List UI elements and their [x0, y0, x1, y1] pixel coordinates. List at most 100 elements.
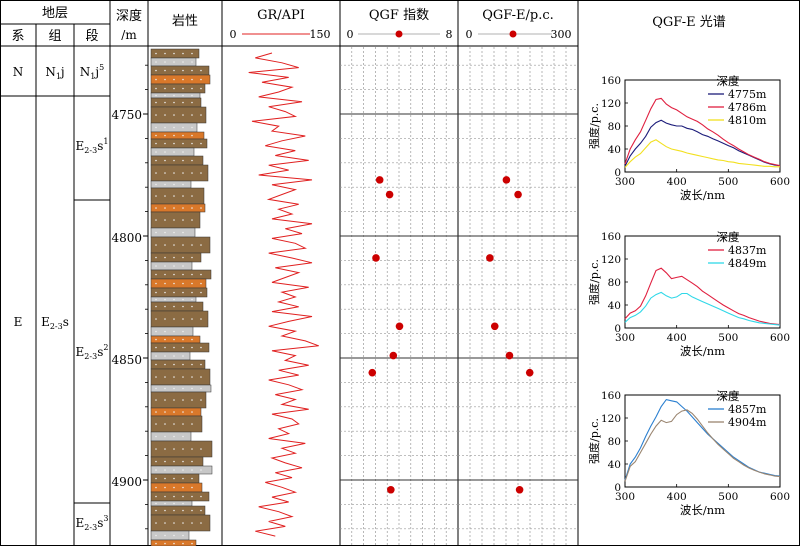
lithology-grain — [173, 184, 175, 186]
lithology-grain — [155, 274, 157, 276]
lithology-grain — [155, 411, 157, 413]
lithology-grain — [164, 257, 166, 259]
lithology-grain — [164, 70, 166, 72]
lithology-grain — [200, 448, 202, 450]
lithology-grain — [155, 461, 157, 463]
lithology-grain — [173, 160, 175, 162]
lithology-grain — [173, 364, 175, 366]
x-tick-label: 400 — [667, 176, 687, 188]
lithology-grain — [164, 436, 166, 438]
lithology-grain — [164, 61, 166, 63]
lithology-grain — [182, 265, 184, 267]
lithology-grain — [182, 195, 184, 197]
lithology-grain — [173, 257, 175, 259]
lithology-grain — [191, 70, 193, 72]
lithology-grain — [155, 70, 157, 72]
lithology-grain — [155, 207, 157, 209]
lithology-grain — [155, 114, 157, 116]
y-tick-label: 40 — [608, 459, 621, 471]
lithology-grain — [164, 114, 166, 116]
lithology-bed — [151, 392, 206, 408]
lithology-grain — [155, 543, 157, 545]
lithology-grain — [182, 61, 184, 63]
lithology-bed — [151, 188, 204, 204]
section-s2: E2-3s2 — [76, 343, 109, 361]
qgf-point — [368, 369, 376, 377]
lithology-grain — [164, 535, 166, 537]
header-qgfe: QGF-E/p.c. — [482, 8, 554, 23]
lithology-grain — [182, 53, 184, 55]
y-axis-label: 强度/p.c. — [587, 418, 601, 464]
qgfe-point — [491, 322, 499, 330]
well-log-svg: 地层 系 组 段 深度 /m 岩性 GR/API QGF 指数 QGF-E/p.… — [0, 0, 800, 546]
lithology-grain — [182, 79, 184, 81]
lithology-grain — [164, 184, 166, 186]
lithology-grain — [182, 399, 184, 401]
lithology-grain — [164, 53, 166, 55]
y-tick-label: 40 — [608, 144, 621, 156]
lithology-grain — [155, 172, 157, 174]
lithology-grain — [164, 376, 166, 378]
header-qgf: QGF 指数 — [369, 8, 429, 23]
lithology-grain — [173, 339, 175, 341]
lithology-grain — [164, 522, 166, 524]
lithology-grain — [164, 265, 166, 267]
x-axis-label: 波长/nm — [680, 503, 725, 517]
lithology-grain — [200, 292, 202, 294]
system-E: E — [14, 315, 23, 329]
lithology-grain — [155, 331, 157, 333]
qgf-min: 0 — [347, 28, 354, 41]
lithology-grain — [164, 160, 166, 162]
group-E: E2-3s — [41, 315, 69, 331]
lithology-grain — [191, 364, 193, 366]
lithology-grain — [182, 274, 184, 276]
lithology-grain — [155, 364, 157, 366]
lithology-grain — [173, 283, 175, 285]
qgf-legend-marker — [396, 31, 403, 38]
lithology-grain — [191, 244, 193, 246]
lithology-grain — [200, 143, 202, 145]
track-grid — [458, 47, 578, 546]
lithology-grain — [155, 283, 157, 285]
lithology-grain — [173, 219, 175, 221]
lithology-grain — [164, 347, 166, 349]
lithology-bed — [151, 253, 201, 262]
header-depth: 深度 — [116, 8, 142, 24]
lithology-grain — [173, 306, 175, 308]
lithology-grain — [155, 95, 157, 97]
lithology-grain — [164, 292, 166, 294]
x-tick-label: 400 — [667, 332, 687, 344]
lithology-grain — [173, 388, 175, 390]
lithology-grain — [155, 306, 157, 308]
header-section: 段 — [85, 29, 98, 44]
lithology-grain — [191, 172, 193, 174]
y-tick-label: 120 — [601, 98, 621, 110]
lithology-grain — [191, 292, 193, 294]
lithology-grain — [173, 543, 175, 545]
lithology-grain — [164, 88, 166, 90]
header-gr: GR/API — [257, 8, 305, 23]
lithology-grain — [155, 160, 157, 162]
lithology-grain — [164, 306, 166, 308]
lithology-grain — [164, 339, 166, 341]
lithology-grain — [164, 195, 166, 197]
lithology-grain — [155, 219, 157, 221]
lithology-grain — [182, 331, 184, 333]
qgfe-point — [486, 254, 494, 262]
lithology-grain — [173, 535, 175, 537]
lithology-grain — [155, 469, 157, 471]
lithology-grain — [200, 207, 202, 209]
lithology-grain — [173, 331, 175, 333]
lithology-grain — [164, 244, 166, 246]
lithology-grain — [182, 469, 184, 471]
legend-label: 4857m — [728, 403, 767, 416]
y-tick-label: 120 — [601, 413, 621, 425]
lithology-grain — [191, 411, 193, 413]
lithology-grain — [155, 143, 157, 145]
lithology-grain — [173, 292, 175, 294]
legend-label: 4786m — [728, 101, 767, 114]
lithology-grain — [164, 95, 166, 97]
spectrum-series — [625, 140, 780, 168]
lithology-grain — [182, 88, 184, 90]
qgfe-point — [526, 369, 534, 377]
